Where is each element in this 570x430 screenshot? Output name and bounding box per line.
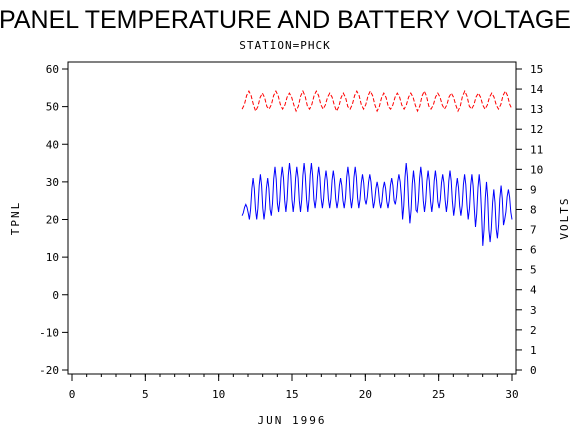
y-right-tick-label: 13 bbox=[530, 103, 543, 116]
y-right-tick-label: 5 bbox=[530, 264, 537, 277]
y-right-tick-label: 14 bbox=[530, 83, 544, 96]
y-right-tick-label: 1 bbox=[530, 344, 537, 357]
x-axis: 0 5 10 15 20 25 30 bbox=[69, 374, 519, 401]
y-right-tick-label: 3 bbox=[530, 304, 537, 317]
y-right-tick-label: 2 bbox=[530, 324, 537, 337]
y-right-axis-title: VOLTS bbox=[558, 196, 570, 239]
y-right-tick-label: 8 bbox=[530, 203, 537, 216]
y-left-axis-title: TPNL bbox=[9, 201, 22, 236]
series-layer bbox=[241, 89, 513, 246]
y-left-tick-label: 20 bbox=[46, 214, 59, 227]
y-left-axis: -20 -10 0 10 20 30 40 50 60 bbox=[39, 63, 68, 377]
y-left-tick-label: 30 bbox=[46, 176, 59, 189]
y-right-tick-label: 15 bbox=[530, 63, 543, 76]
chart-subtitle: STATION=PHCK bbox=[239, 39, 330, 52]
x-axis-title: JUN 1996 bbox=[258, 414, 327, 427]
x-tick-label: 10 bbox=[212, 388, 225, 401]
y-right-tick-label: 6 bbox=[530, 244, 537, 257]
y-left-tick-label: -20 bbox=[39, 364, 59, 377]
y-right-tick-label: 7 bbox=[530, 224, 537, 237]
x-tick-label: 5 bbox=[142, 388, 149, 401]
y-right-tick-label: 0 bbox=[530, 364, 537, 377]
y-left-tick-label: 60 bbox=[46, 63, 59, 76]
plot-frame bbox=[67, 61, 517, 375]
y-left-tick-label: -10 bbox=[39, 326, 59, 339]
panel-temperature-line bbox=[241, 163, 513, 246]
x-tick-label: 0 bbox=[69, 388, 76, 401]
x-tick-label: 25 bbox=[432, 388, 445, 401]
y-left-tick-label: 0 bbox=[52, 289, 59, 302]
x-tick-label: 30 bbox=[505, 388, 518, 401]
y-left-tick-label: 10 bbox=[46, 251, 59, 264]
battery-voltage-line bbox=[241, 89, 513, 113]
y-right-tick-label: 12 bbox=[530, 123, 543, 136]
y-right-tick-label: 4 bbox=[530, 284, 537, 297]
x-tick-label: 15 bbox=[285, 388, 298, 401]
y-right-tick-label: 11 bbox=[530, 143, 543, 156]
x-tick-label: 20 bbox=[359, 388, 372, 401]
y-left-tick-label: 40 bbox=[46, 138, 59, 151]
chart-title: PANEL TEMPERATURE AND BATTERY VOLTAGE bbox=[0, 6, 570, 34]
y-left-tick-label: 50 bbox=[46, 101, 59, 114]
y-right-tick-label: 9 bbox=[530, 183, 537, 196]
y-right-tick-label: 10 bbox=[530, 163, 543, 176]
